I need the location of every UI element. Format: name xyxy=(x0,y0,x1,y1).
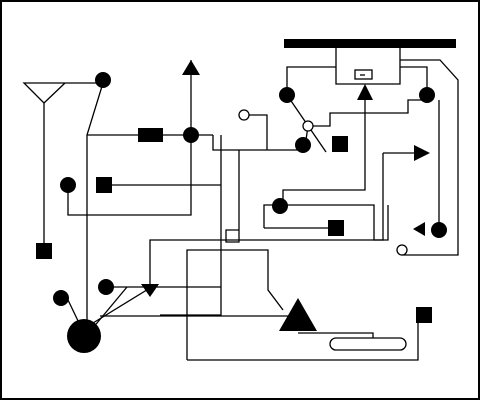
wire-lower-loop xyxy=(149,205,389,288)
node-right-lower xyxy=(431,222,447,238)
open-node-lower-right xyxy=(396,244,408,256)
wire-right-ladder xyxy=(263,153,384,241)
wire-open-circle-right xyxy=(308,99,427,127)
node-mid-left xyxy=(272,198,288,214)
triangle-down xyxy=(141,284,159,297)
wire-arrow-vertical xyxy=(282,95,366,205)
node-mid-right xyxy=(295,137,311,153)
open-node-right xyxy=(302,120,314,132)
square-left-mid xyxy=(96,177,112,193)
arrows xyxy=(141,60,430,331)
large-node xyxy=(67,319,101,353)
bar-component xyxy=(138,128,163,142)
wire-left-antenna xyxy=(22,82,104,335)
wire-bus-right xyxy=(400,66,428,95)
square-top-right xyxy=(332,136,348,152)
capsule xyxy=(329,337,407,351)
triangle-right xyxy=(414,145,430,161)
node-left-mid xyxy=(60,177,76,193)
wire-mid-box2 xyxy=(225,150,240,243)
connection-wires xyxy=(22,48,459,361)
square-mid-right xyxy=(328,220,344,236)
node-top-right-a xyxy=(279,87,295,103)
wire-lower-return xyxy=(187,315,419,361)
wire-open-circle-top xyxy=(244,114,268,150)
triangle-left xyxy=(413,222,425,236)
wire-lower-box xyxy=(186,249,284,360)
square-bottom-right xyxy=(416,307,432,323)
squares xyxy=(36,128,432,323)
open-node-top xyxy=(238,109,250,121)
bus-bar xyxy=(284,39,456,48)
wire-mid-box xyxy=(212,135,307,151)
node-top-left xyxy=(95,72,111,88)
wire-mid-vertical xyxy=(160,135,222,316)
node-lower-mid xyxy=(98,279,114,295)
nodes xyxy=(53,72,447,353)
open-nodes xyxy=(238,109,408,256)
wire-bus-box xyxy=(335,48,401,85)
triangle-up-large xyxy=(279,298,317,331)
square-left-bottom xyxy=(36,243,52,259)
triangle-up-small xyxy=(182,60,200,75)
wire-node-diagonal2 xyxy=(92,287,151,324)
triangle-up-top-right xyxy=(357,84,373,100)
node-arrow-junction xyxy=(183,127,199,143)
node-top-right-b xyxy=(419,87,435,103)
node-lower-left-small xyxy=(53,290,69,306)
wire-bus-left xyxy=(286,66,336,95)
junction-box-top xyxy=(354,69,373,80)
wire-left-branch xyxy=(43,82,66,104)
